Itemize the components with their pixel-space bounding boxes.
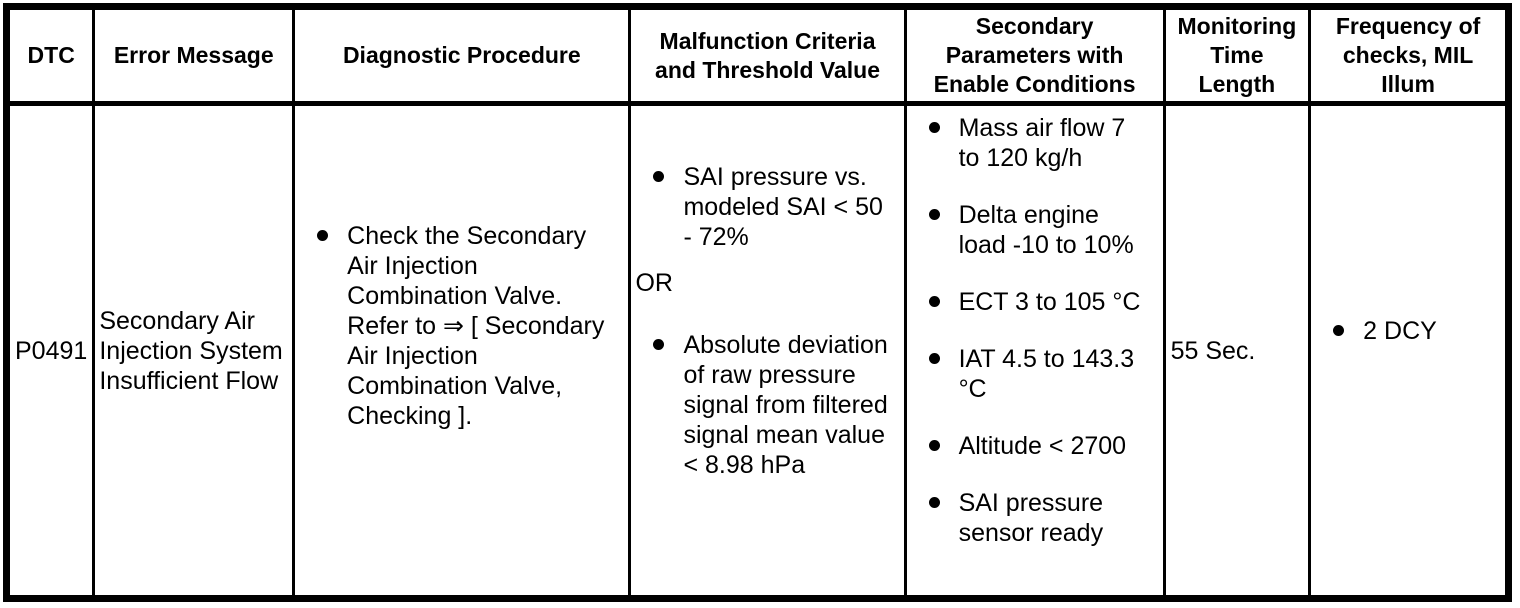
frequency-value: 2 DCY (1363, 317, 1437, 345)
header-dtc: DTC (4, 5, 96, 106)
bullet-icon (929, 344, 959, 364)
bullet-icon (929, 113, 959, 133)
bullet-icon (1333, 316, 1363, 336)
header-error-message: Error Message (92, 5, 296, 106)
monitoring-time-value: 55 Sec. (1170, 336, 1256, 365)
error-message-text: Secondary Air Injection System Insuffici… (99, 306, 283, 395)
header-malfunction-criteria: Malfunction Criteria and Threshold Value (628, 5, 907, 106)
dtc-diagnostic-table: DTC Error Message Diagnostic Procedure M… (3, 3, 1512, 602)
bullet-icon (653, 162, 683, 182)
secondary-parameter-sai-sensor: SAI pressure sensor ready (958, 489, 1104, 547)
bullet-icon (929, 431, 959, 451)
table-row: P0491 Secondary Air Injection System Ins… (4, 102, 1510, 600)
or-connector: OR (635, 269, 673, 297)
list-item: 2 DCY (1333, 316, 1504, 346)
secondary-parameter-ect: ECT 3 to 105 °C (958, 288, 1141, 316)
bullet-icon (317, 221, 347, 241)
secondary-parameter-mass-air-flow: Mass air flow 7 to 120 kg/h (958, 114, 1126, 172)
cell-monitoring-time-length: 55 Sec. (1162, 102, 1312, 600)
list-item: SAI pressure vs. modeled SAI < 50 - 72% (653, 162, 902, 252)
list-item: Check the Secondary Air Injection Combin… (317, 221, 627, 431)
list-item: Absolute deviation of raw pressure signa… (653, 330, 902, 480)
header-frequency-of-checks: Frequency of checks, MIL Illum (1308, 5, 1510, 106)
header-secondary-parameters: Secondary Parameters with Enable Conditi… (903, 5, 1166, 106)
list-item: Altitude < 2700 (929, 431, 1162, 461)
cell-error-message: Secondary Air Injection System Insuffici… (92, 102, 296, 600)
list-item: Delta engine load -10 to 10% (929, 200, 1162, 260)
list-item: IAT 4.5 to 143.3 °C (929, 344, 1162, 404)
cell-frequency-of-checks: 2 DCY (1308, 102, 1510, 600)
secondary-parameter-delta-engine-load: Delta engine load -10 to 10% (958, 201, 1134, 259)
malfunction-criterion-1: SAI pressure vs. modeled SAI < 50 - 72% (683, 163, 883, 251)
bullet-icon (929, 287, 959, 307)
diagnostic-procedure-text: Check the Secondary Air Injection Combin… (347, 222, 605, 430)
bullet-icon (929, 488, 959, 508)
malfunction-criterion-2: Absolute deviation of raw pressure signa… (683, 331, 888, 479)
header-monitoring-time-length: Monitoring Time Length (1162, 5, 1312, 106)
cell-dtc-code: P0491 (4, 102, 96, 600)
list-item: Mass air flow 7 to 120 kg/h (929, 113, 1162, 173)
dtc-code: P0491 (15, 336, 88, 365)
header-diagnostic-procedure: Diagnostic Procedure (292, 5, 632, 106)
secondary-parameter-altitude: Altitude < 2700 (958, 432, 1127, 460)
bullet-icon (929, 200, 959, 220)
cell-malfunction-criteria: SAI pressure vs. modeled SAI < 50 - 72% … (628, 102, 907, 600)
list-item: SAI pressure sensor ready (929, 488, 1162, 548)
cell-secondary-parameters: Mass air flow 7 to 120 kg/h Delta engine… (903, 102, 1166, 600)
cell-diagnostic-procedure: Check the Secondary Air Injection Combin… (292, 102, 632, 600)
bullet-icon (653, 330, 683, 350)
list-item: ECT 3 to 105 °C (929, 287, 1162, 317)
header-row: DTC Error Message Diagnostic Procedure M… (4, 5, 1510, 106)
secondary-parameter-iat: IAT 4.5 to 143.3 °C (958, 345, 1135, 403)
